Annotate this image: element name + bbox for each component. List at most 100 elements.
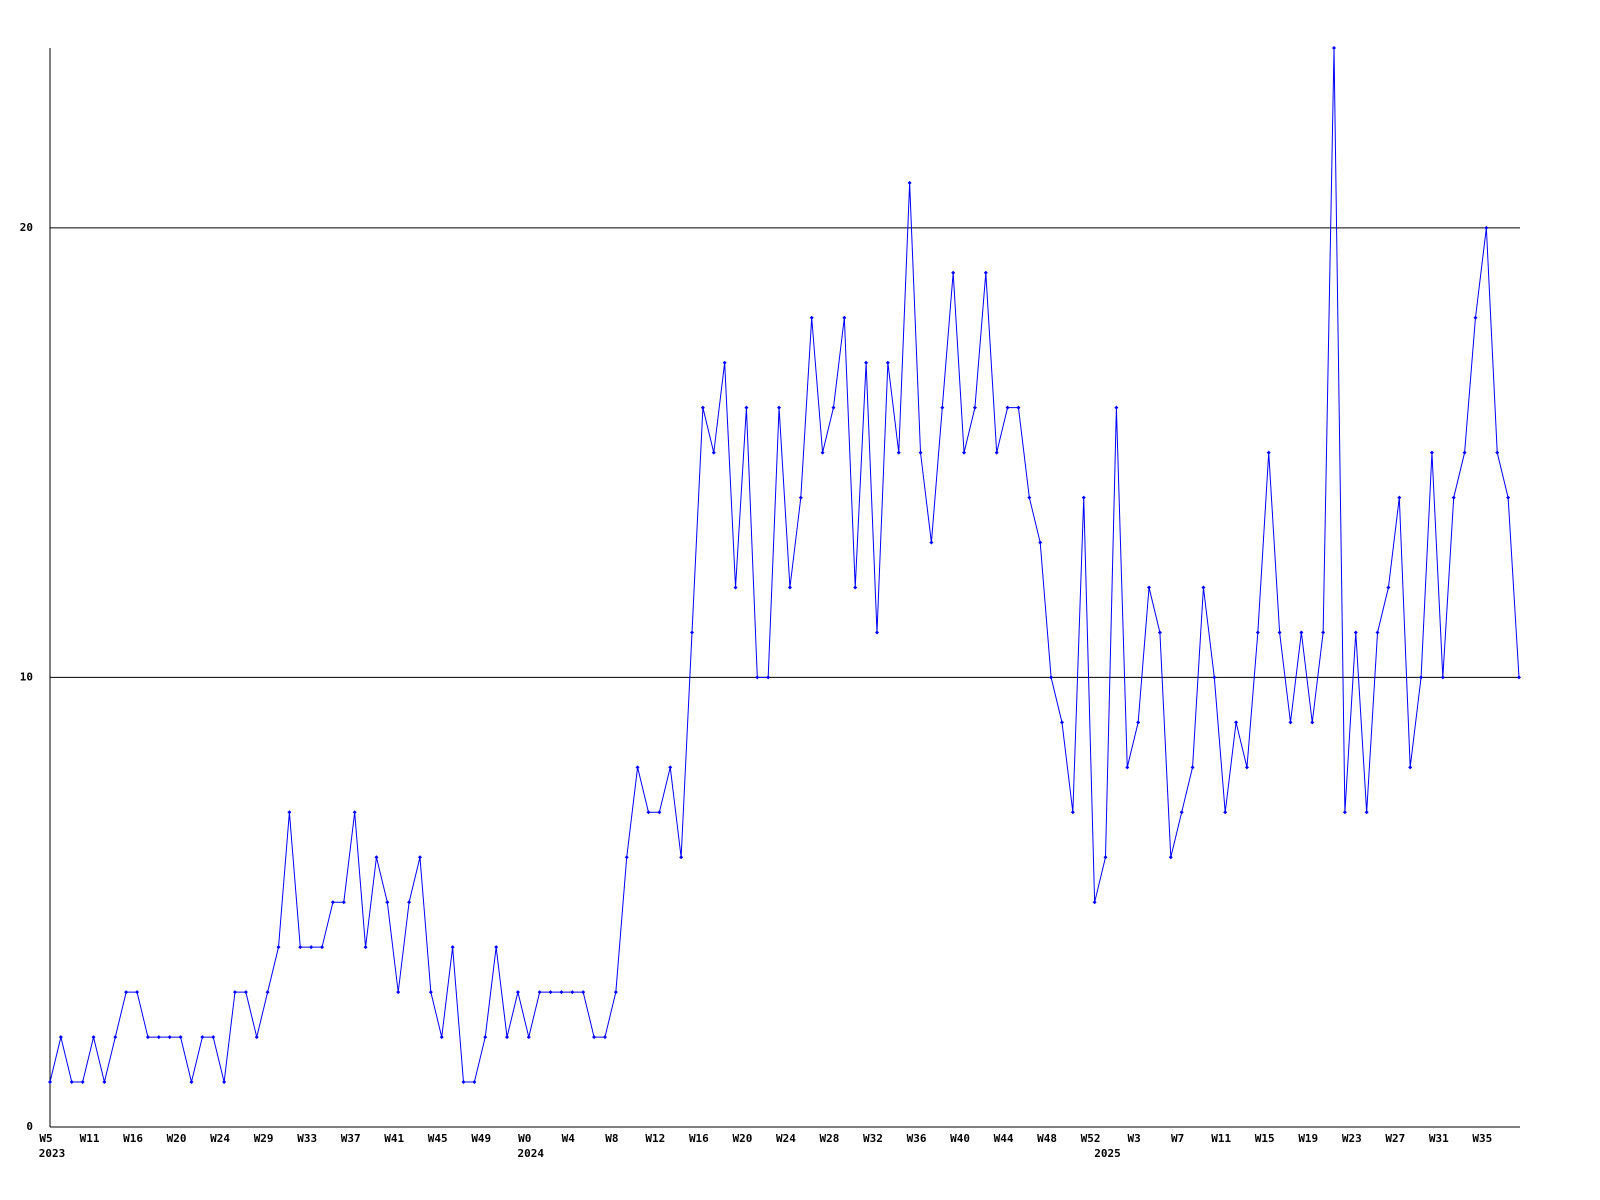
point-marker — [526, 1035, 531, 1040]
point-marker — [91, 1035, 96, 1040]
point-marker — [287, 810, 292, 815]
point-marker — [211, 1035, 216, 1040]
point-marker — [505, 1035, 510, 1040]
point-marker — [1157, 630, 1162, 635]
point-marker — [1147, 585, 1152, 590]
point-marker — [962, 450, 967, 455]
point-marker — [940, 405, 945, 410]
point-marker — [1517, 675, 1521, 680]
point-marker — [483, 1035, 488, 1040]
point-marker — [69, 1080, 74, 1085]
x-year-label: 2025 — [1094, 1147, 1121, 1160]
point-marker — [178, 1035, 183, 1040]
point-marker — [690, 630, 695, 635]
x-tick-label: W36 — [907, 1132, 927, 1145]
point-marker — [1397, 495, 1402, 500]
point-marker — [874, 630, 879, 635]
point-marker — [450, 945, 455, 950]
point-marker — [809, 315, 814, 320]
point-marker — [581, 990, 586, 995]
point-marker — [907, 180, 912, 185]
point-marker — [1179, 810, 1184, 815]
point-marker — [1386, 585, 1391, 590]
point-marker — [515, 990, 520, 995]
x-tick-label: W4 — [562, 1132, 576, 1145]
point-marker — [1473, 315, 1478, 320]
point-marker — [1168, 855, 1173, 860]
point-marker — [1244, 765, 1249, 770]
point-marker — [124, 990, 129, 995]
x-tick-label: W20 — [732, 1132, 752, 1145]
point-marker — [896, 450, 901, 455]
point-marker — [1223, 810, 1228, 815]
x-tick-label: W24 — [210, 1132, 230, 1145]
point-marker — [1027, 495, 1032, 500]
point-marker — [570, 990, 575, 995]
x-tick-label: W29 — [254, 1132, 274, 1145]
point-marker — [842, 315, 847, 320]
point-marker — [1310, 720, 1315, 725]
point-marker — [1092, 900, 1097, 905]
line — [49, 47, 1520, 1083]
point-marker — [1234, 720, 1239, 725]
point-marker — [80, 1080, 85, 1085]
x-year-label: 2024 — [518, 1147, 545, 1160]
x-tick-label: W24 — [776, 1132, 796, 1145]
x-tick-label: W11 — [1211, 1132, 1231, 1145]
point-marker — [417, 855, 422, 860]
x-tick-label: W16 — [123, 1132, 143, 1145]
point-marker — [309, 945, 314, 950]
x-tick-label: W32 — [863, 1132, 883, 1145]
point-marker — [885, 360, 890, 365]
point-marker — [396, 990, 401, 995]
x-tick-label: W44 — [994, 1132, 1014, 1145]
point-marker — [777, 405, 782, 410]
point-marker — [766, 675, 771, 680]
x-tick-label: W15 — [1255, 1132, 1275, 1145]
point-marker — [461, 1080, 466, 1085]
point-marker — [254, 1035, 259, 1040]
point-marker — [330, 900, 335, 905]
x-tick-label: W16 — [689, 1132, 709, 1145]
point-marker — [646, 810, 651, 815]
point-marker — [548, 990, 553, 995]
x-tick-label: W7 — [1171, 1132, 1184, 1145]
point-marker — [787, 585, 792, 590]
point-marker — [733, 585, 738, 590]
x-tick-label: W8 — [605, 1132, 618, 1145]
point-marker — [624, 855, 629, 860]
point-marker — [592, 1035, 597, 1040]
point-marker — [1114, 405, 1119, 410]
x-tick-label: W37 — [341, 1132, 361, 1145]
x-tick-label: W20 — [167, 1132, 187, 1145]
x-tick-label: W52 — [1081, 1132, 1101, 1145]
point-marker — [864, 360, 869, 365]
point-marker — [559, 990, 564, 995]
point-marker — [918, 450, 923, 455]
point-marker — [1288, 720, 1293, 725]
point-marker — [276, 945, 281, 950]
point-marker — [135, 990, 140, 995]
point-marker — [1190, 765, 1195, 770]
point-marker — [537, 990, 542, 995]
point-marker — [657, 810, 662, 815]
point-marker — [1321, 630, 1326, 635]
point-marker — [1212, 675, 1217, 680]
point-marker — [1277, 630, 1282, 635]
point-marker — [428, 990, 433, 995]
point-marker — [1506, 495, 1511, 500]
point-marker — [156, 1035, 161, 1040]
point-marker — [820, 450, 825, 455]
x-year-label: 2023 — [39, 1147, 66, 1160]
point-marker — [972, 405, 977, 410]
x-tick-label: W19 — [1298, 1132, 1318, 1145]
point-marker — [102, 1080, 107, 1085]
point-marker — [1255, 630, 1260, 635]
point-marker — [439, 1035, 444, 1040]
x-tick-label: W23 — [1342, 1132, 1362, 1145]
y-tick-label: 20 — [20, 221, 33, 234]
point-marker — [1408, 765, 1413, 770]
point-marker — [1038, 540, 1043, 545]
x-tick-label: W12 — [645, 1132, 665, 1145]
